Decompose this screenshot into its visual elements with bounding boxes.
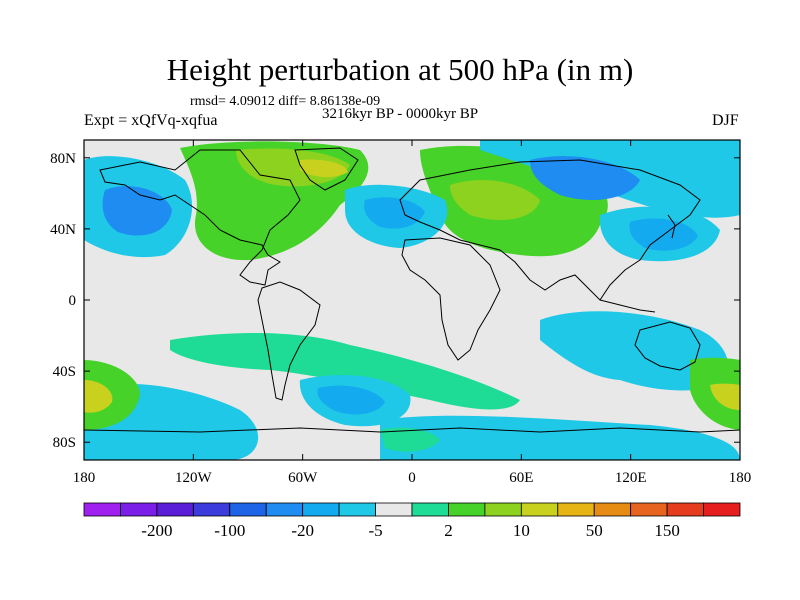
y-tick-label: 40N — [50, 222, 76, 238]
coast-africa — [401, 237, 501, 361]
y-tick-label: 80S — [53, 435, 76, 451]
coast-north-america — [99, 149, 301, 286]
period-text: 3216kyr BP - 0000kyr BP — [322, 106, 479, 122]
colorbar-label: 150 — [654, 521, 680, 540]
x-tick-label: 60W — [288, 470, 318, 486]
x-tick-label: 180 — [729, 470, 752, 486]
contour-positive-south-pacific-core — [84, 380, 113, 413]
contour-positive-greenland — [236, 148, 350, 187]
contour-positive-south-east-core — [710, 383, 740, 410]
colorbar-label: -200 — [141, 521, 172, 540]
colorbar-swatch — [338, 502, 376, 517]
colorbar-swatch — [302, 502, 340, 517]
colorbar-swatch — [630, 502, 668, 517]
contour-negative-atlantic-core — [364, 197, 425, 229]
y-tick-label: 0 — [69, 293, 77, 309]
contour-negative-south-atlantic-core — [317, 385, 385, 415]
x-tick-label: 120W — [175, 470, 213, 486]
contour-negative-southern-ocean — [380, 415, 740, 460]
page-title: Height perturbation at 500 hPa (in m) — [166, 52, 634, 87]
coast-antarctica — [84, 427, 740, 433]
colorbar-label: -20 — [291, 521, 314, 540]
x-tick-label: 60E — [509, 470, 533, 486]
x-axis: 180 120W 60W 0 60E 120E 180 — [73, 140, 752, 486]
y-tick-label: 80N — [50, 151, 76, 167]
coast-greenland — [294, 147, 359, 191]
colorbar-swatch — [120, 502, 158, 517]
contour-positive-antarctic-patch — [380, 427, 440, 452]
colorbar: -200 -100 -20 -5 2 10 50 150 — [83, 502, 741, 540]
contour-positive-south-pacific-west — [84, 360, 140, 430]
contour-negative-siberia-core — [530, 156, 640, 200]
coast-indonesia — [599, 299, 656, 313]
colorbar-swatch — [448, 502, 486, 517]
colorbar-swatch — [520, 502, 559, 517]
colorbar-label: 10 — [513, 521, 530, 540]
colorbar-swatch — [593, 502, 632, 517]
colorbar-swatch — [83, 502, 121, 517]
contour-positive-eurasia-mid — [450, 180, 540, 220]
coast-eurasia — [399, 159, 701, 301]
colorbar-swatch — [229, 502, 267, 517]
contour-positive-southern-band — [170, 333, 520, 410]
colorbar-swatch — [666, 502, 704, 517]
coastlines — [84, 147, 740, 433]
experiment-label: Expt = xQfVq-xqfua — [84, 112, 218, 129]
colorbar-label: -5 — [368, 521, 382, 540]
colorbar-swatch — [156, 502, 194, 517]
x-tick-label: 180 — [73, 470, 96, 486]
coast-japan — [667, 214, 676, 239]
contour-field — [84, 140, 740, 460]
colorbar-label: -100 — [214, 521, 245, 540]
y-axis: 80N 40N 0 40S 80S — [50, 151, 740, 451]
coast-australia — [634, 321, 701, 371]
colorbar-swatch — [375, 502, 413, 517]
coast-south-america — [257, 281, 321, 401]
colorbar-swatch — [265, 502, 304, 517]
season-label: DJF — [712, 112, 739, 129]
colorbar-label: 50 — [586, 521, 603, 540]
colorbar-label: 2 — [444, 521, 453, 540]
y-tick-label: 40S — [53, 364, 76, 380]
contour-positive-peak — [300, 159, 348, 178]
colorbar-swatch — [557, 502, 595, 517]
contour-negative-indo-australia — [540, 311, 729, 391]
colorbar-swatch — [484, 502, 522, 517]
x-tick-label: 120E — [615, 470, 647, 486]
colorbar-swatch — [411, 502, 449, 517]
colorbar-swatch — [703, 502, 741, 517]
colorbar-swatch — [192, 502, 231, 517]
stats-text: rmsd= 4.09012 diff= 8.86138e-09 — [190, 94, 381, 109]
x-tick-label: 0 — [408, 470, 416, 486]
